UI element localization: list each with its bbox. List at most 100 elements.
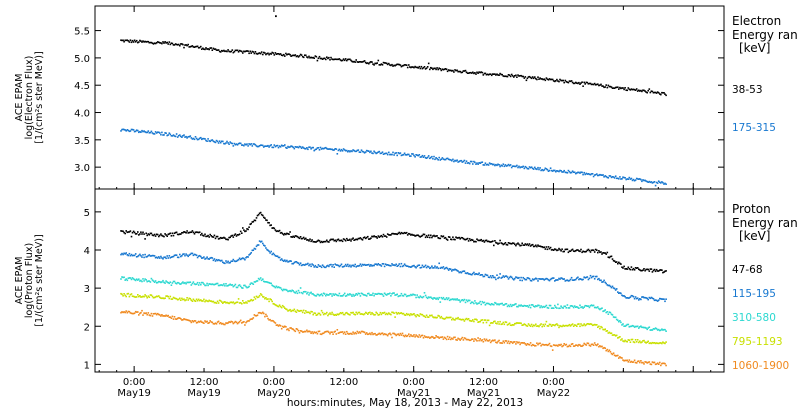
data-point [127, 310, 130, 313]
data-point [253, 281, 256, 283]
data-point [271, 51, 273, 54]
data-point [418, 154, 421, 156]
data-point [527, 168, 530, 170]
data-point [401, 65, 404, 67]
data-point [385, 236, 388, 238]
data-point [342, 58, 345, 60]
data-point [390, 295, 392, 297]
data-point [365, 264, 368, 266]
data-point [313, 57, 315, 59]
data-point [427, 316, 430, 318]
data-point [569, 172, 572, 174]
data-point [302, 147, 305, 149]
data-point [635, 297, 638, 300]
data-point [148, 314, 151, 316]
data-point [389, 332, 391, 335]
data-point [663, 298, 665, 300]
data-point [183, 298, 185, 300]
data-point [579, 172, 581, 174]
data-point [475, 163, 477, 165]
data-point [510, 324, 513, 327]
data-point [433, 234, 435, 237]
data-point [448, 69, 451, 72]
data-point [357, 265, 360, 267]
data-point [304, 238, 306, 240]
data-point [525, 166, 528, 169]
data-point [216, 140, 219, 143]
data-point [297, 310, 300, 312]
data-point [544, 248, 547, 250]
data-point [614, 316, 617, 319]
data-point [235, 301, 238, 304]
data-point [207, 300, 209, 303]
data-point [603, 279, 605, 282]
data-point [634, 89, 637, 91]
data-point [351, 60, 353, 63]
data-point [541, 343, 543, 346]
data-point [150, 130, 153, 133]
data-point [287, 290, 289, 293]
data-point [203, 298, 205, 301]
data-point [660, 93, 662, 96]
data-point [634, 296, 637, 298]
data-point [550, 78, 553, 81]
data-point [340, 331, 343, 333]
data-point [558, 170, 560, 173]
data-point [217, 238, 220, 240]
data-point [431, 236, 433, 239]
data-point [460, 159, 463, 162]
data-point [561, 79, 563, 82]
data-point [353, 239, 355, 241]
data-point [223, 236, 225, 239]
data-point [217, 259, 220, 261]
data-point [386, 63, 389, 66]
data-point [355, 293, 357, 295]
data-point [348, 333, 350, 335]
data-point [217, 142, 220, 144]
data-point [472, 272, 474, 275]
data-point [171, 282, 174, 284]
data-point [451, 270, 453, 272]
data-point [426, 297, 429, 300]
data-point [131, 295, 134, 297]
data-point [547, 325, 550, 327]
data-point [139, 130, 141, 133]
data-point [547, 79, 550, 81]
data-point [548, 342, 551, 345]
data-point [486, 73, 489, 76]
data-point [642, 179, 644, 181]
data-point [592, 304, 595, 307]
data-point [218, 299, 221, 302]
data-point [207, 322, 209, 324]
data-point [143, 130, 145, 132]
data-point [317, 330, 320, 333]
data-point [587, 323, 590, 325]
data-point [319, 294, 322, 296]
data-point [234, 143, 237, 146]
data-point [542, 169, 544, 172]
data-point [611, 285, 614, 288]
data-point [195, 231, 198, 233]
data-point [406, 334, 409, 337]
data-point [471, 72, 473, 74]
data-point [271, 319, 273, 322]
data-point [654, 327, 657, 329]
data-point [147, 312, 150, 314]
data-point [446, 70, 449, 73]
data-point [294, 330, 297, 333]
data-point [333, 294, 335, 296]
data-point [155, 295, 158, 298]
data-point [489, 163, 492, 165]
data-point [517, 277, 519, 279]
data-point [270, 298, 272, 301]
data-point [625, 268, 627, 270]
data-point [425, 157, 428, 159]
data-point [367, 292, 369, 295]
data-point [314, 148, 317, 151]
data-point [388, 234, 390, 236]
data-point [196, 138, 199, 141]
data-point [610, 332, 613, 334]
data-point [125, 278, 127, 280]
data-point [648, 361, 651, 363]
data-point [262, 214, 264, 217]
